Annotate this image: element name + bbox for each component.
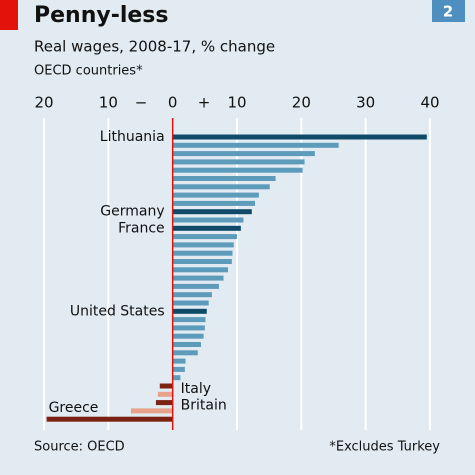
bar: [172, 217, 244, 223]
bar: [172, 242, 234, 248]
note: OECD countries*: [34, 64, 143, 79]
badge-number: 2: [443, 3, 453, 21]
x-tick-label: 10: [99, 94, 118, 112]
bar: [155, 400, 173, 406]
category-label: Italy: [181, 381, 211, 397]
bar: [172, 342, 201, 347]
bar: [172, 267, 228, 273]
bar: [172, 350, 198, 356]
category-label: Germany: [100, 204, 164, 220]
category-label: United States: [70, 303, 165, 319]
bar: [172, 308, 207, 314]
badge: [432, 0, 465, 22]
bar: [172, 259, 232, 264]
bar: [172, 225, 241, 231]
bar: [172, 176, 276, 181]
bar: [172, 325, 205, 331]
chart-title: Penny-less: [34, 3, 169, 28]
bar: [172, 209, 252, 215]
category-label: Britain: [181, 398, 227, 414]
bar: [172, 200, 256, 206]
subtitle: Real wages, 2008-17, % change: [34, 38, 275, 56]
red-tab: [0, 0, 18, 30]
bar: [172, 167, 303, 173]
category-label: Lithuania: [100, 129, 165, 145]
bar: [172, 292, 212, 298]
bar: [172, 300, 209, 306]
x-tick-label: 0: [168, 94, 178, 112]
x-tick-label: 10: [227, 94, 246, 112]
category-label: France: [118, 220, 165, 236]
category-label: Greece: [49, 400, 99, 416]
sign-label: −: [135, 94, 148, 112]
bar: [172, 358, 186, 364]
bar: [172, 317, 206, 323]
bar: [172, 283, 219, 289]
bar: [159, 383, 173, 389]
bar: [172, 375, 181, 381]
bar: [172, 250, 233, 256]
x-tick-label: 20: [34, 94, 53, 112]
x-tick-label: 20: [292, 94, 311, 112]
bar: [157, 391, 173, 397]
source: Source: OECD: [34, 440, 125, 455]
bar: [46, 416, 173, 422]
bar: [172, 151, 315, 157]
x-tick-label: 40: [420, 94, 439, 112]
bar: [172, 134, 427, 140]
bar: [172, 275, 224, 281]
bar: [172, 159, 305, 165]
x-tick-label: 30: [356, 94, 375, 112]
bar: [172, 333, 204, 339]
footnote: *Excludes Turkey: [329, 440, 440, 455]
sign-label: +: [198, 94, 211, 112]
bar: [172, 142, 339, 148]
bar: [172, 192, 259, 198]
bar: [130, 408, 173, 414]
bar: [172, 184, 270, 190]
bar: [172, 366, 185, 372]
bar: [172, 234, 237, 240]
